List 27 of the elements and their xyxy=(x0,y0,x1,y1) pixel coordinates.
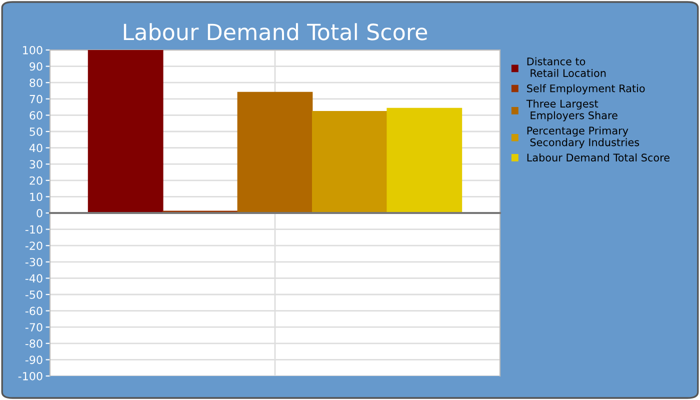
y-tick-label: -70 xyxy=(25,323,42,332)
y-tick-label: 50 xyxy=(30,127,42,136)
y-tick-label: 70 xyxy=(30,94,42,104)
y-tick-label: 20 xyxy=(30,176,42,185)
y-tick-label: 40 xyxy=(29,144,42,152)
legend-label: Self Employment Ratio xyxy=(527,84,645,94)
legend-label: Percentage Primary Secondary Industries xyxy=(527,126,640,148)
y-tick-label: -50 xyxy=(25,290,42,299)
y-tick-label: -90 xyxy=(25,356,42,364)
legend-label: Three Largest Employers Share xyxy=(526,100,618,122)
y-tick-label: -30 xyxy=(25,258,42,266)
y-tick-label: -100 xyxy=(18,372,42,380)
y-tick-label: 90 xyxy=(30,62,42,71)
y-tick-label: -20 xyxy=(25,242,42,250)
y-tick-label: 30 xyxy=(30,160,42,168)
y-tick-label: -40 xyxy=(25,274,42,283)
y-tick-label: 0 xyxy=(36,208,42,218)
y-tick-label: 100 xyxy=(23,46,42,54)
y-tick-label: 80 xyxy=(30,78,42,87)
legend-label: Labour Demand Total Score xyxy=(527,153,670,162)
y-tick-label: -10 xyxy=(25,225,42,234)
y-tick-label: 60 xyxy=(30,111,42,120)
legend-label: Distance to Retail Location xyxy=(527,57,606,78)
y-tick-label: 10 xyxy=(30,192,42,202)
y-tick-label: -60 xyxy=(25,306,42,316)
y-tick-label: -80 xyxy=(25,339,42,348)
chart-title: Labour Demand Total Score xyxy=(124,23,428,40)
